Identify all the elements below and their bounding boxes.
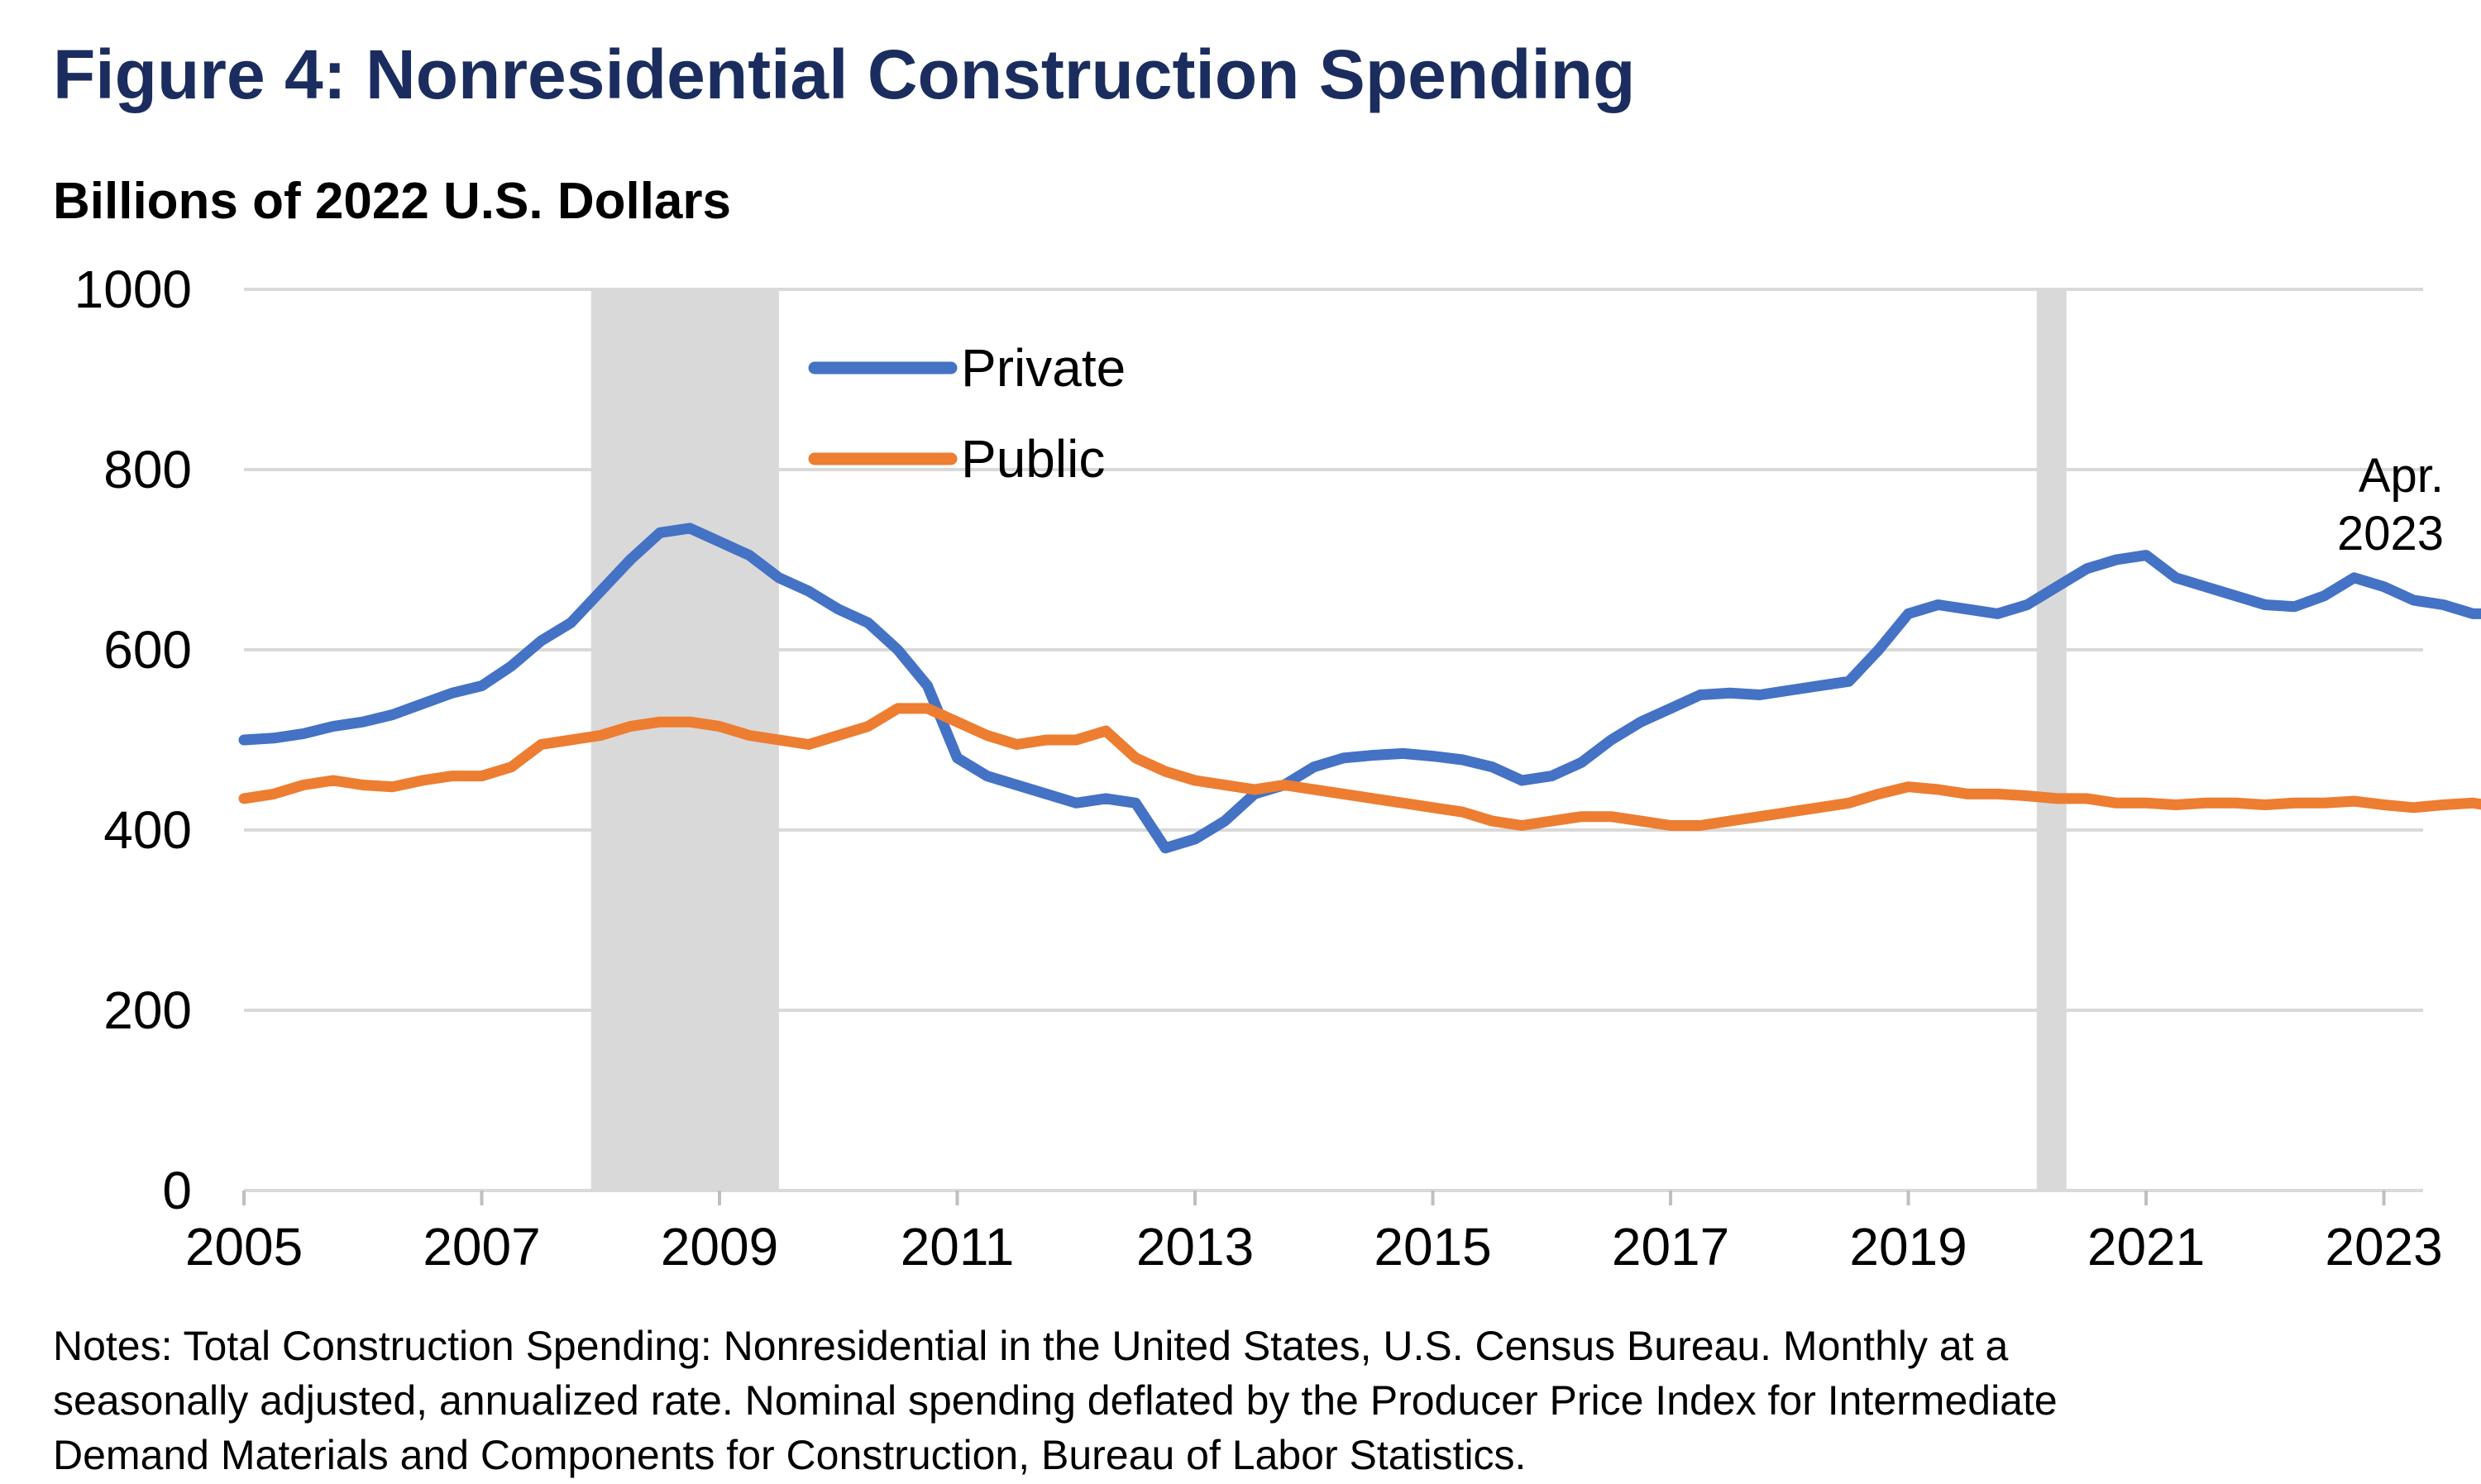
- x-axis: [242, 1189, 2423, 1205]
- gridlines: [244, 288, 2423, 1012]
- recession-band-2: [2036, 289, 2067, 1191]
- legend-label-public: Public: [961, 429, 1105, 489]
- x-tick-label-2019: 2019: [1849, 1217, 1967, 1276]
- x-tick-label-2021: 2021: [2087, 1217, 2205, 1276]
- x-tick-label-2015: 2015: [1374, 1217, 1491, 1276]
- legend-label-private: Private: [961, 338, 1126, 398]
- notes-line-2: seasonally adjusted, annualized rate. No…: [53, 1377, 2058, 1424]
- notes-line-1: Notes: Total Construction Spending: Nonr…: [53, 1323, 2009, 1369]
- x-tick-label-2011: 2011: [901, 1217, 1015, 1276]
- notes: Notes: Total Construction Spending: Nonr…: [53, 1319, 2435, 1482]
- y-tick-label-200: 200: [103, 981, 192, 1040]
- x-tick-label-2005: 2005: [185, 1217, 303, 1276]
- chart-title: Figure 4: Nonresidential Construction Sp…: [53, 36, 1636, 113]
- x-tick-label-2017: 2017: [1612, 1217, 1729, 1276]
- y-tick-label-800: 800: [103, 440, 192, 499]
- y-tick-label-0: 0: [162, 1161, 192, 1220]
- series-line-public: [238, 703, 2481, 831]
- y-tick-label-1000: 1000: [74, 260, 192, 319]
- y-tick-label-600: 600: [103, 620, 192, 680]
- x-tick-label-2013: 2013: [1136, 1217, 1254, 1276]
- x-tick-label-2007: 2007: [423, 1217, 540, 1276]
- series-line-private: [238, 523, 2481, 854]
- annotation-line-2: 2023: [2337, 507, 2444, 561]
- y-tick-labels: 0 200 400 600 800 1000: [74, 260, 192, 1220]
- x-tick-label-2009: 2009: [661, 1217, 778, 1276]
- x-tick-labels: 2005 2007 2009 2011 2013 2015 2017 2019 2021 2023: [185, 1217, 2443, 1276]
- legend: Private Public: [808, 338, 1126, 489]
- annotation-line-1: Apr.: [2359, 449, 2444, 503]
- series-lines: [238, 523, 2481, 854]
- notes-line-3: Demand Materials and Components for Cons…: [53, 1432, 1527, 1478]
- annotation: Apr.2023: [2337, 449, 2444, 561]
- y-axis-label: Billions of 2022 U.S. Dollars: [53, 173, 732, 230]
- y-tick-label-400: 400: [103, 800, 192, 860]
- x-tick-label-2023: 2023: [2325, 1217, 2442, 1276]
